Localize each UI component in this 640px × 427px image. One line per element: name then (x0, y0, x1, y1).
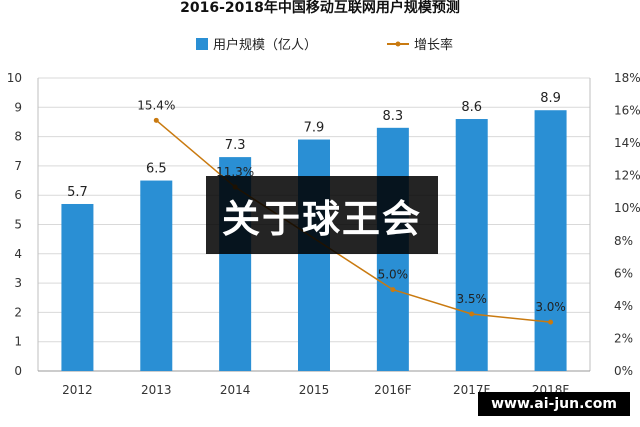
growth-value-label: 15.4% (137, 98, 175, 112)
x-tick-label: 2014 (220, 383, 251, 397)
growth-value-label: 3.0% (535, 300, 566, 314)
legend-bar-swatch (196, 38, 208, 50)
y-left-tick-label: 2 (14, 305, 22, 319)
legend-bar-label: 用户规模（亿人） (213, 37, 317, 53)
x-tick-label: 2012 (62, 383, 93, 397)
data-labels: 5.7 6.5 7.3 7.9 8.3 8.6 8.9 15.4% 11.3% 5.0% 3.5% 3… (67, 91, 566, 314)
bar-value-label: 6.5 (146, 162, 167, 177)
growth-value-label: 3.5% (456, 292, 487, 306)
growth-point (469, 311, 475, 317)
y-right-tick-label: 16% (614, 104, 640, 118)
growth-point (153, 117, 159, 123)
bar-value-label: 8.6 (461, 100, 482, 115)
y-left-tick-label: 3 (14, 276, 22, 290)
y-right-tick-label: 6% (614, 266, 633, 280)
y-left-tick-label: 10 (7, 71, 22, 85)
y-left-tick-label: 6 (14, 188, 22, 202)
y-right-tick-label: 14% (614, 136, 640, 150)
bar (534, 110, 567, 371)
y-left-tick-label: 7 (14, 159, 22, 173)
y-left-tick-label: 9 (14, 100, 22, 114)
y-left-tick-label: 1 (14, 335, 22, 349)
y-right-tick-label: 8% (614, 234, 633, 248)
overlay-banner: 关于球王会 (206, 176, 438, 254)
legend-line-marker (395, 41, 401, 47)
legend-line-label: 增长率 (414, 37, 453, 53)
y-right-tick-label: 12% (614, 169, 640, 183)
legend: 用户规模（亿人） 增长率 (196, 37, 453, 53)
y-left-tick-label: 4 (14, 247, 22, 261)
y-left-tick-label: 0 (14, 364, 22, 378)
bar (455, 119, 488, 372)
bar-value-label: 8.9 (540, 91, 561, 106)
y-right-tick-label: 4% (614, 299, 633, 313)
y-left-tick-label: 5 (14, 218, 22, 232)
x-tick-label: 2013 (141, 383, 172, 397)
growth-value-label: 11.3% (216, 165, 254, 179)
axes: 0 1 2 3 4 5 6 7 8 9 10 0% 2% 4% 6% 8% 10% 12% 14% 16% 18% 201… (7, 71, 640, 397)
bar-value-label: 5.7 (67, 185, 88, 200)
x-tick-label: 2015 (299, 383, 330, 397)
growth-point (390, 287, 396, 293)
y-right-tick-label: 2% (614, 331, 633, 345)
bar-value-label: 7.3 (225, 138, 246, 153)
growth-value-label: 5.0% (378, 268, 409, 282)
growth-point (548, 319, 554, 325)
growth-line (153, 117, 554, 325)
y-right-tick-label: 18% (614, 71, 640, 85)
bar (140, 180, 173, 371)
bar (298, 139, 330, 371)
url-badge[interactable]: www.ai-jun.com (478, 392, 630, 416)
y-right-tick-label: 0% (614, 364, 633, 378)
chart-title: 2016-2018年中国移动互联网用户规模预测 (180, 0, 460, 16)
y-left-tick-label: 8 (14, 130, 22, 144)
bar-value-label: 8.3 (383, 109, 404, 124)
bar (61, 203, 94, 371)
y-right-tick-label: 10% (614, 201, 640, 215)
bar-value-label: 7.9 (304, 121, 325, 136)
x-tick-label: 2016F (374, 383, 412, 397)
